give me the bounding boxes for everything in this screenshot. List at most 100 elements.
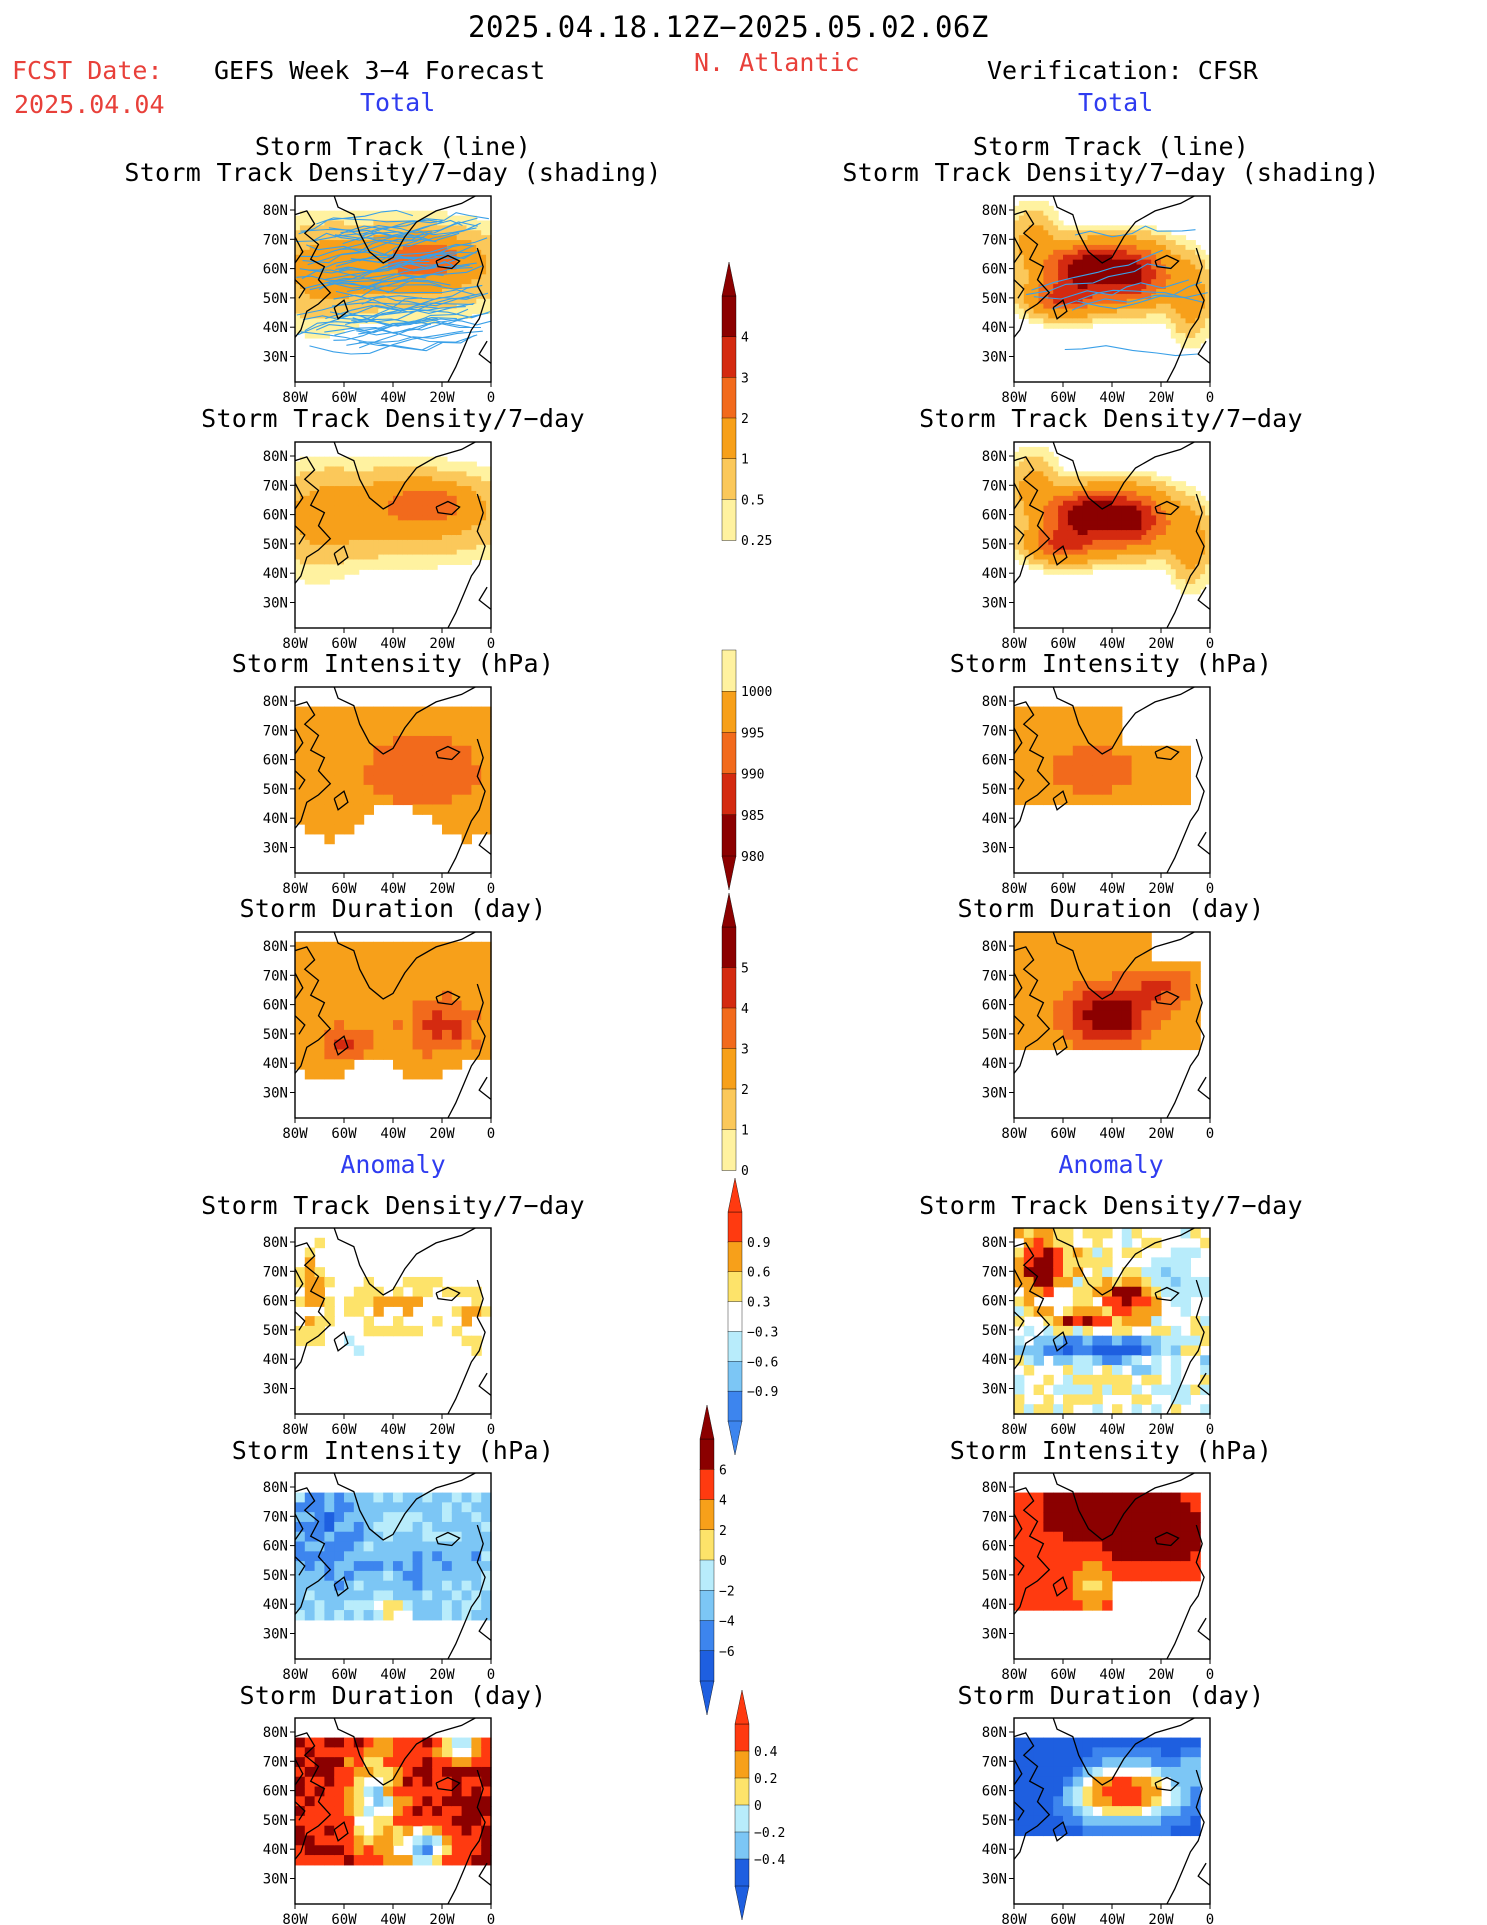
left-anom-intensity-panel-coastline xyxy=(294,1472,492,1660)
lat-tick-label: 60N xyxy=(263,1294,288,1310)
left-intensity-panel: 80N 70N 60N 50N 40N 30N 80W 60W 40W 20W 0 xyxy=(263,686,495,897)
forecast-label: GEFS Week 3−4 Forecast xyxy=(214,56,546,85)
left-density-panel-shading xyxy=(295,456,492,585)
lat-tick-label: 60N xyxy=(263,753,288,769)
lat-tick-label: 80N xyxy=(982,939,1007,955)
left-anom-duration-title: Storm Duration (day) xyxy=(239,1681,547,1710)
lon-tick-label: 0 xyxy=(487,1667,495,1683)
right-anom-intensity-panel-coastline xyxy=(1013,1472,1211,1660)
lon-tick-label: 60W xyxy=(1050,1912,1076,1925)
lat-tick-label: 70N xyxy=(982,478,1007,494)
lat-tick-label: 30N xyxy=(263,1086,288,1102)
right-intensity-panel: 80N 70N 60N 50N 40N 30N 80W 60W 40W 20W 0 xyxy=(982,686,1214,897)
lat-tick-label: 50N xyxy=(263,782,288,798)
lon-tick-label: 0 xyxy=(1206,1422,1214,1438)
anomaly-right-label: Anomaly xyxy=(1058,1150,1164,1179)
lat-tick-label: 30N xyxy=(263,596,288,612)
colorbar-label: 0.6 xyxy=(747,1266,770,1281)
right-track-panel: 80N 70N 60N 50N 40N 30N 80W 60W 40W 20W 0 xyxy=(982,195,1214,406)
lon-tick-label: 20W xyxy=(429,881,455,897)
lat-tick-label: 50N xyxy=(263,1568,288,1584)
lat-tick-label: 60N xyxy=(263,998,288,1014)
colorbar-total-density: 4 3 2 1 0.5 0.25 xyxy=(721,261,772,549)
lat-tick-label: 50N xyxy=(982,1323,1007,1339)
lat-tick-label: 80N xyxy=(263,203,288,219)
lon-tick-label: 0 xyxy=(1206,636,1214,652)
lat-tick-label: 30N xyxy=(982,1382,1007,1398)
colorbar-label: 0.4 xyxy=(754,1745,778,1760)
lat-tick-label: 70N xyxy=(263,232,288,248)
colorbar-label: 6 xyxy=(719,1463,727,1478)
left-anom-duration-panel-shading xyxy=(295,1737,492,1866)
left-anom-intensity-panel: 80N 70N 60N 50N 40N 30N 80W 60W 40W 20W 0 xyxy=(263,1472,495,1683)
lon-tick-label: 60W xyxy=(331,636,357,652)
lat-tick-label: 70N xyxy=(982,1264,1007,1280)
lon-tick-label: 60W xyxy=(331,1422,357,1438)
right-anom-intensity-title: Storm Intensity (hPa) xyxy=(949,1436,1273,1465)
colorbar-label: 0 xyxy=(741,1164,749,1179)
colorbar-anom-intensity: 6 4 2 0 −2 −4 −6 xyxy=(699,1404,735,1716)
right-intensity-title: Storm Intensity (hPa) xyxy=(949,649,1273,678)
lon-tick-label: 40W xyxy=(1099,1667,1125,1683)
left-density-panel-coastline xyxy=(294,441,492,629)
lat-tick-label: 30N xyxy=(263,1872,288,1888)
lat-tick-label: 50N xyxy=(982,291,1007,307)
lat-tick-label: 60N xyxy=(982,998,1007,1014)
lon-tick-label: 60W xyxy=(1050,390,1076,406)
right-anom-duration-title: Storm Duration (day) xyxy=(957,1681,1265,1710)
lat-tick-label: 40N xyxy=(982,1056,1007,1072)
left-track-panel-coastline xyxy=(294,195,492,383)
lat-tick-label: 60N xyxy=(982,508,1007,524)
left-track-shading-title: Storm Track Density/7−day (shading) xyxy=(124,158,662,187)
colorbar-label: −0.3 xyxy=(747,1325,778,1340)
lon-tick-label: 40W xyxy=(380,1422,406,1438)
lon-tick-label: 0 xyxy=(487,636,495,652)
lat-tick-label: 80N xyxy=(263,939,288,955)
lat-tick-label: 80N xyxy=(982,1725,1007,1741)
lat-tick-label: 50N xyxy=(263,537,288,553)
lat-tick-label: 30N xyxy=(263,841,288,857)
colorbar-label: 1 xyxy=(741,1124,749,1139)
left-density-title: Storm Track Density/7−day xyxy=(201,404,585,433)
lon-tick-label: 20W xyxy=(429,1126,455,1142)
left-track-line-title: Storm Track (line) xyxy=(254,132,532,161)
colorbar-label: 990 xyxy=(741,768,764,783)
lon-tick-label: 80W xyxy=(282,1912,308,1925)
lat-tick-label: 40N xyxy=(263,1352,288,1368)
left-duration-panel-shading xyxy=(295,941,492,1080)
lat-tick-label: 70N xyxy=(982,968,1007,984)
lon-tick-label: 80W xyxy=(1001,881,1027,897)
total-right-label: Total xyxy=(1078,88,1154,117)
anomaly-left-label: Anomaly xyxy=(340,1150,446,1179)
fcst-date-value: 2025.04.04 xyxy=(14,90,165,119)
left-density-panel: 80N 70N 60N 50N 40N 30N 80W 60W 40W 20W 0 xyxy=(263,441,495,652)
colorbar-label: 0 xyxy=(754,1799,762,1814)
lon-tick-label: 40W xyxy=(1099,1126,1125,1142)
lon-tick-label: 60W xyxy=(331,881,357,897)
fcst-date-label: FCST Date: xyxy=(12,56,163,85)
colorbar-label: 5 xyxy=(741,962,749,977)
lat-tick-label: 60N xyxy=(982,262,1007,278)
lon-tick-label: 80W xyxy=(282,1667,308,1683)
colorbar-label: −0.9 xyxy=(747,1385,778,1400)
lat-tick-label: 80N xyxy=(263,1235,288,1251)
lat-tick-label: 70N xyxy=(263,1754,288,1770)
left-intensity-title: Storm Intensity (hPa) xyxy=(231,649,555,678)
left-track-panel-shading xyxy=(295,210,492,339)
lat-tick-label: 60N xyxy=(263,1539,288,1555)
lon-tick-label: 40W xyxy=(1099,636,1125,652)
right-anom-density-panel-coastline xyxy=(1013,1227,1211,1415)
lat-tick-label: 40N xyxy=(263,1056,288,1072)
lon-tick-label: 80W xyxy=(282,636,308,652)
lon-tick-label: 80W xyxy=(282,1422,308,1438)
colorbar-label: −4 xyxy=(719,1615,735,1630)
left-duration-panel-coastline xyxy=(294,931,492,1119)
lon-tick-label: 60W xyxy=(331,390,357,406)
lon-tick-label: 0 xyxy=(487,1912,495,1925)
right-anom-duration-panel: 80N 70N 60N 50N 40N 30N 80W 60W 40W 20W 0 xyxy=(982,1717,1214,1925)
total-left-label: Total xyxy=(360,88,436,117)
lat-tick-label: 80N xyxy=(982,694,1007,710)
colorbar-total-intensity: 1000 995 990 985 980 xyxy=(721,649,772,891)
lon-tick-label: 40W xyxy=(380,1126,406,1142)
